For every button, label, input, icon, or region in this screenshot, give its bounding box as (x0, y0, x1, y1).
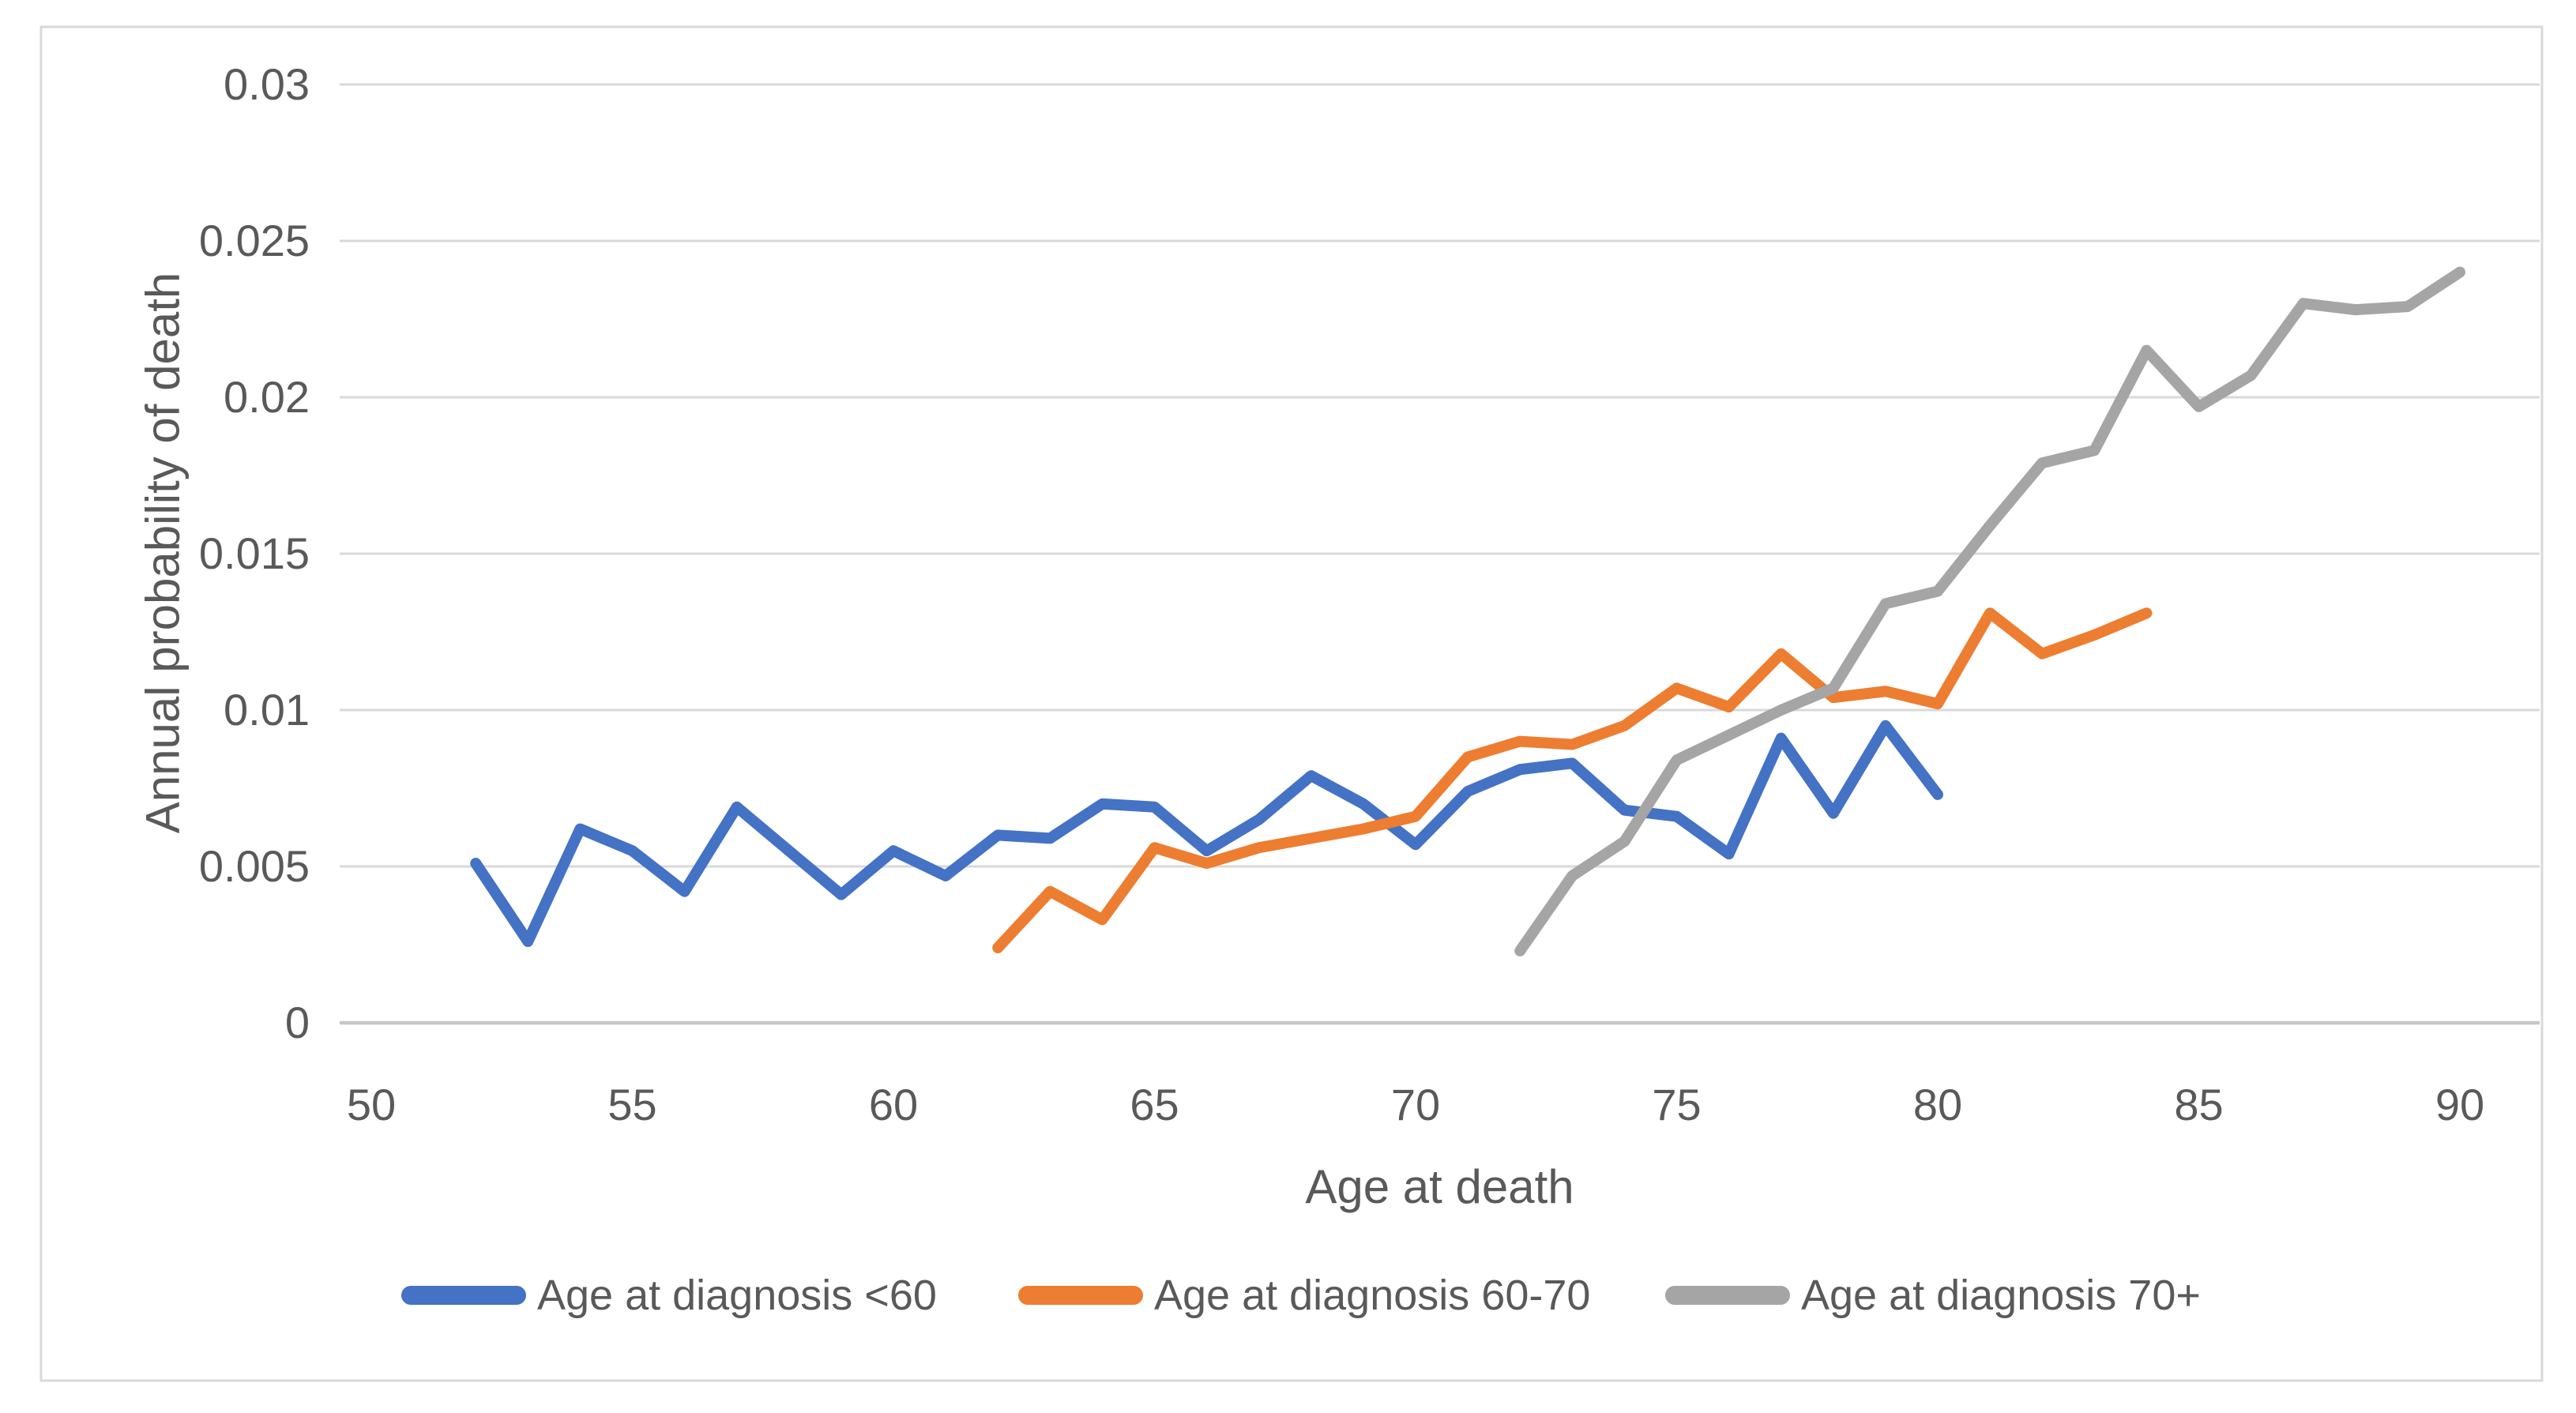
legend-swatch-age-70-plus (1665, 1286, 1790, 1305)
y-tick-label: 0.005 (199, 841, 310, 891)
legend: Age at diagnosis <60 Age at diagnosis 60… (0, 1272, 2576, 1319)
y-tick-label: 0.02 (224, 372, 310, 422)
series-line-1 (992, 607, 2153, 953)
x-tick-label: 85 (2174, 1080, 2223, 1129)
chart-border (39, 25, 2544, 1382)
y-tick-label: 0.015 (199, 528, 310, 578)
series-line-0 (470, 720, 1943, 948)
x-tick-label: 55 (607, 1080, 656, 1129)
legend-item-age-60-70: Age at diagnosis 60-70 (1018, 1272, 1590, 1319)
x-tick-label: 75 (1652, 1080, 1701, 1129)
x-tick-label: 65 (1130, 1080, 1179, 1129)
series-lines-group (470, 266, 2465, 956)
x-tick-label: 70 (1391, 1080, 1440, 1129)
x-axis-tick-labels: 50 55 60 65 70 75 80 85 90 (347, 1080, 2484, 1129)
legend-swatch-age-60-70 (1018, 1286, 1143, 1305)
y-axis-title: Annual probability of death (136, 272, 190, 834)
x-tick-label: 50 (347, 1080, 396, 1129)
legend-item-age-70-plus: Age at diagnosis 70+ (1665, 1272, 2201, 1319)
legend-swatch-age-lt-60 (401, 1286, 526, 1305)
x-tick-label: 60 (869, 1080, 918, 1129)
y-tick-label: 0.025 (199, 216, 310, 265)
x-tick-label: 90 (2435, 1080, 2484, 1129)
legend-label: Age at diagnosis 60-70 (1154, 1272, 1591, 1319)
x-tick-label: 80 (1913, 1080, 1962, 1129)
y-tick-label: 0 (285, 998, 310, 1047)
y-axis-tick-labels: 0 0.005 0.01 0.015 0.02 0.025 0.03 (199, 59, 310, 1047)
legend-label: Age at diagnosis 70+ (1801, 1272, 2201, 1319)
x-axis-title: Age at death (1305, 1160, 1574, 1213)
legend-item-age-lt-60: Age at diagnosis <60 (401, 1272, 937, 1319)
legend-label: Age at diagnosis <60 (537, 1272, 937, 1319)
series-line-2 (1514, 266, 2465, 956)
y-tick-label: 0.03 (224, 59, 310, 109)
y-tick-label: 0.01 (224, 685, 310, 735)
